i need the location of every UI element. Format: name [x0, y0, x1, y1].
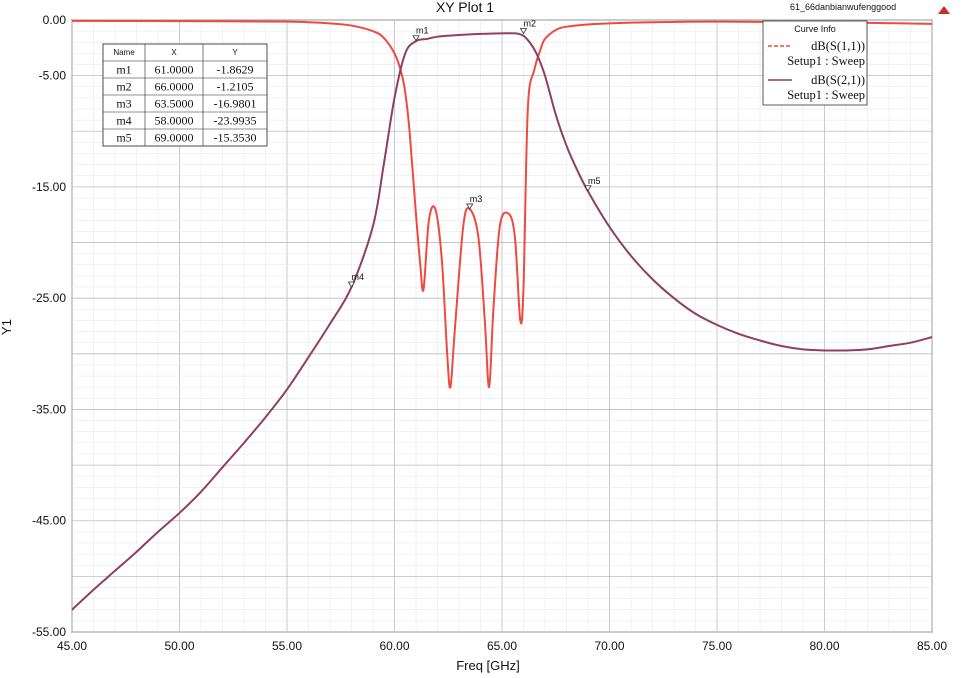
legend-title: Curve Info	[794, 24, 836, 34]
marker-label: m1	[416, 26, 429, 36]
marker-m3: m3	[466, 194, 483, 210]
ansys-logo-icon	[938, 6, 950, 14]
series-s21-line	[71, 32, 933, 611]
marker-label: m2	[524, 18, 537, 28]
table-cell: m4	[116, 114, 131, 128]
x-tick-label: 80.00	[809, 639, 839, 653]
legend-box	[762, 20, 868, 106]
data-markers: m1 m2 m3 m4 m5	[347, 18, 601, 288]
table-header-cell: Name	[113, 48, 135, 57]
table-cell: 63.5000	[155, 97, 194, 111]
marker-m4: m4	[347, 272, 365, 288]
project-label: 61_66danbianwufenggood	[790, 2, 896, 12]
table-cell: -23.9935	[214, 114, 257, 128]
marker-table: Name X Ym1 61.0000 -1.8629 m2 66.0000 -1.2105 m3…	[102, 43, 268, 147]
x-tick-label: 65.00	[487, 639, 517, 653]
table-cell: -15.3530	[214, 131, 257, 145]
table-cell: 69.0000	[155, 131, 194, 145]
y-tick-label: 0.00	[43, 13, 67, 27]
x-tick-labels: 45.00 50.00 55.00 60.00 65.00 70.00 75.00 80.00…	[57, 639, 947, 653]
table-cell: -1.2105	[217, 80, 254, 94]
marker-label: m4	[352, 272, 365, 282]
x-tick-label: 45.00	[57, 639, 87, 653]
x-tick-label: 75.00	[702, 639, 732, 653]
table-header-cell: X	[171, 48, 177, 57]
marker-triangle-icon	[466, 203, 474, 210]
x-tick-label: 85.00	[917, 639, 947, 653]
table-cell: m5	[116, 131, 131, 145]
marker-triangle-icon	[584, 185, 592, 192]
y-tick-labels: 0.00 -5.00 -15.00 -25.00 -35.00 -45.00 -55.00	[32, 13, 66, 639]
table-header-cell: Y	[232, 48, 238, 57]
legend-entry-s21-name: dB(S(2,1))	[811, 73, 865, 87]
legend-entry-s21-sub: Setup1 : Sweep	[787, 88, 865, 102]
x-tick-label: 70.00	[594, 639, 624, 653]
x-tick-label: 55.00	[272, 639, 302, 653]
chart-title: XY Plot 1	[436, 0, 494, 15]
y-tick-label: -15.00	[32, 180, 66, 194]
table-cell: -16.9801	[214, 97, 257, 111]
marker-triangle-icon	[347, 281, 356, 288]
marker-m5: m5	[584, 176, 601, 192]
x-tick-label: 50.00	[164, 639, 194, 653]
table-cell: m1	[116, 63, 131, 77]
marker-m2: m2	[519, 18, 537, 35]
y-tick-label: -5.00	[39, 69, 67, 83]
y-tick-label: -35.00	[32, 402, 66, 416]
marker-label: m5	[588, 176, 601, 186]
table-cell: 58.0000	[155, 114, 194, 128]
table-cell: m2	[116, 80, 131, 94]
legend-entry-s11-sub: Setup1 : Sweep	[787, 54, 865, 68]
legend: Curve Info dB(S(1,1)) Setup1 : Sweep dB(…	[762, 20, 868, 106]
table-cell: -1.8629	[217, 63, 254, 77]
y-tick-label: -55.00	[32, 625, 66, 639]
y-axis-label: Y1	[0, 319, 14, 335]
marker-triangle-icon	[519, 28, 528, 35]
marker-label: m3	[470, 194, 483, 204]
x-axis-label: Freq [GHz]	[456, 658, 520, 673]
x-tick-label: 60.00	[379, 639, 409, 653]
table-cell: m3	[116, 97, 131, 111]
table-cell: 61.0000	[155, 63, 194, 77]
marker-triangle-icon	[412, 35, 420, 42]
legend-entry-s11-name: dB(S(1,1))	[811, 39, 865, 53]
marker-m1: m1	[412, 26, 429, 42]
y-tick-label: -25.00	[32, 291, 66, 305]
y-tick-label: -45.00	[32, 514, 66, 528]
table-cell: 66.0000	[155, 80, 194, 94]
